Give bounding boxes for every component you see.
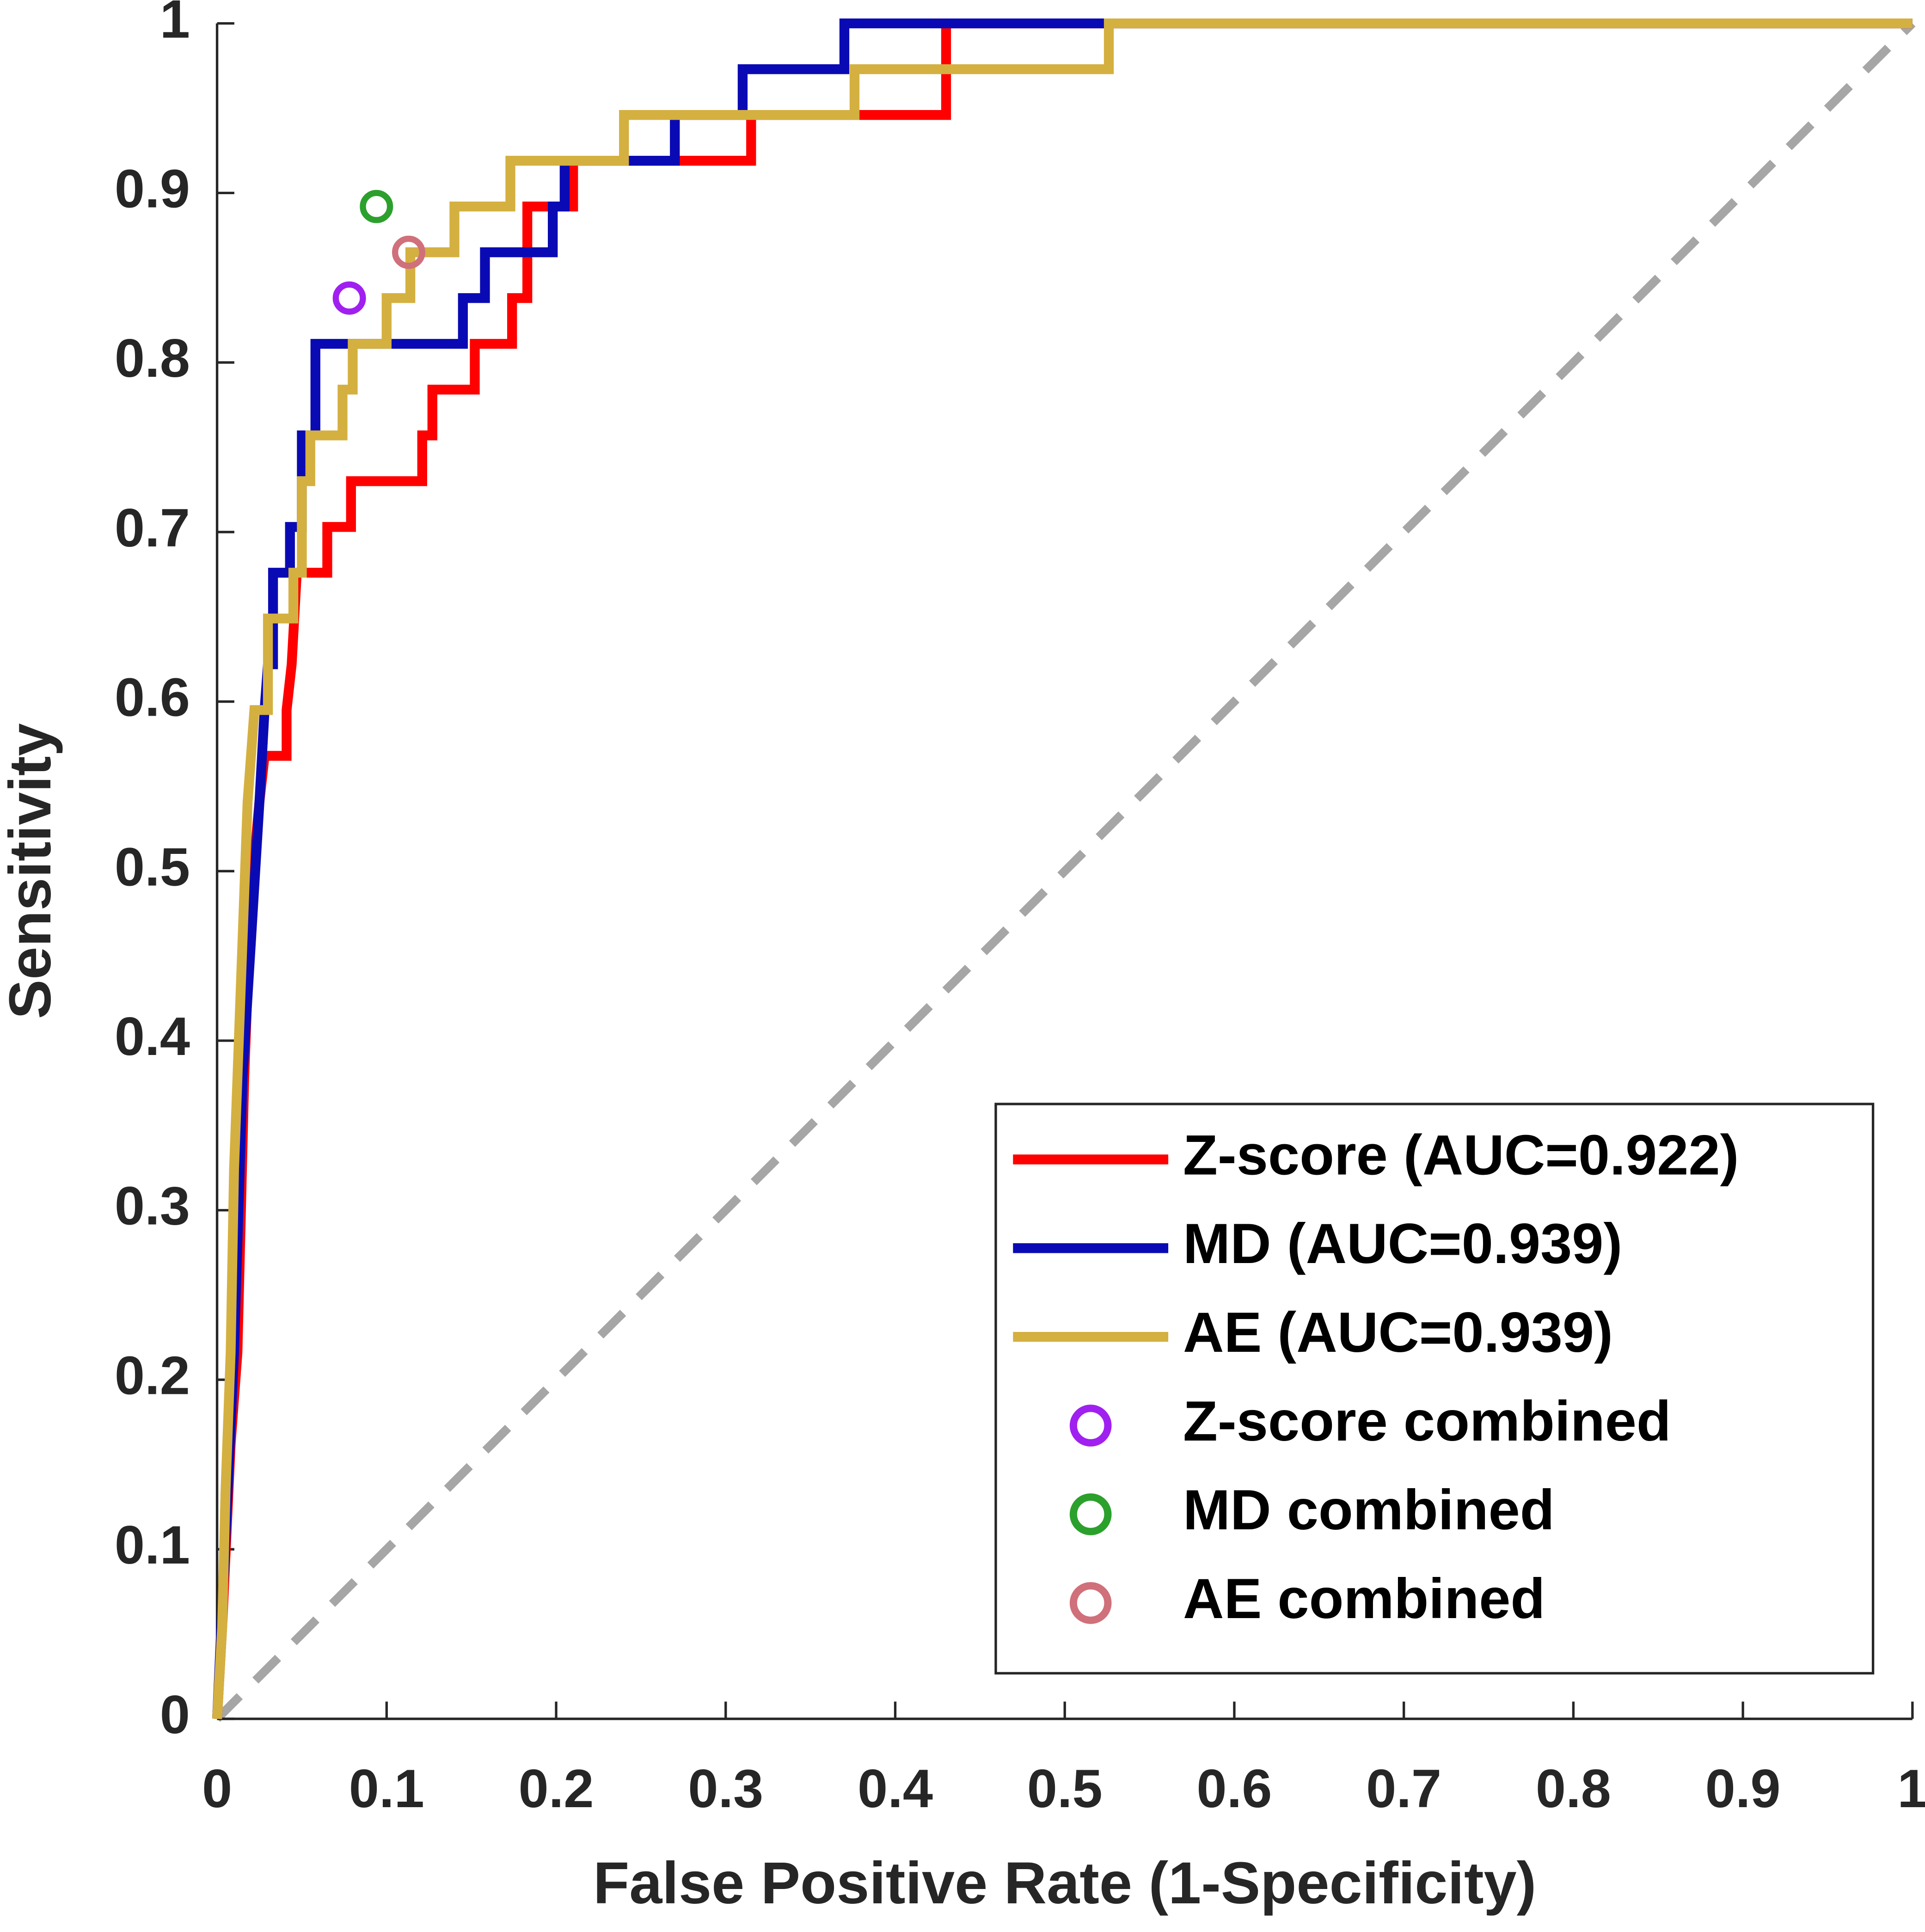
reference-line	[214, 20, 1916, 1722]
y-tick-label: 0.3	[115, 1176, 190, 1236]
x-tick-label: 0.5	[1027, 1758, 1103, 1819]
marker	[332, 281, 366, 315]
x-axis-label: False Positive Rate (1-Specificity)	[593, 1850, 1536, 1916]
legend-label: Z-score (AUC=0.922)	[1183, 1123, 1739, 1186]
x-tick-label: 0.2	[519, 1758, 594, 1819]
y-tick-label: 0.5	[115, 836, 190, 897]
legend-label: AE combined	[1183, 1567, 1545, 1630]
legend-box	[994, 1103, 1875, 1674]
y-tick-label: 0	[160, 1684, 190, 1745]
y-axis-label: Sensitivity	[0, 723, 63, 1019]
x-tick-label: 0.8	[1536, 1758, 1611, 1819]
legend-swatch	[1069, 1582, 1112, 1624]
x-tick-label: 0.4	[858, 1758, 933, 1819]
y-tick-label: 1	[160, 0, 190, 49]
marker	[360, 190, 393, 223]
x-tick-label: 0.7	[1366, 1758, 1441, 1819]
y-tick-label: 0.6	[115, 667, 190, 728]
x-tick-label: 0.1	[349, 1758, 424, 1819]
x-tick-label: 0.6	[1196, 1758, 1272, 1819]
y-tick-label: 0.9	[115, 158, 190, 219]
y-tick-label: 0.1	[115, 1515, 190, 1575]
y-tick-label: 0.4	[115, 1006, 190, 1067]
y-tick-label: 0.7	[115, 497, 190, 558]
x-tick-label: 1	[1897, 1758, 1925, 1819]
legend-label: MD combined	[1183, 1478, 1555, 1541]
legend-label: MD (AUC=0.939)	[1183, 1212, 1622, 1275]
legend-swatch	[1069, 1493, 1112, 1535]
y-tick-label: 0.8	[115, 328, 190, 388]
roc-curve	[212, 18, 1913, 1719]
marker	[392, 235, 425, 269]
y-tick-label: 0.2	[115, 1345, 190, 1405]
x-tick-label: 0	[202, 1758, 232, 1819]
legend-label: Z-score combined	[1183, 1389, 1671, 1453]
x-tick-label: 0.9	[1705, 1758, 1781, 1819]
legend-swatch	[1069, 1405, 1112, 1447]
legend-label: AE (AUC=0.939)	[1183, 1300, 1613, 1364]
x-tick-label: 0.3	[688, 1758, 763, 1819]
